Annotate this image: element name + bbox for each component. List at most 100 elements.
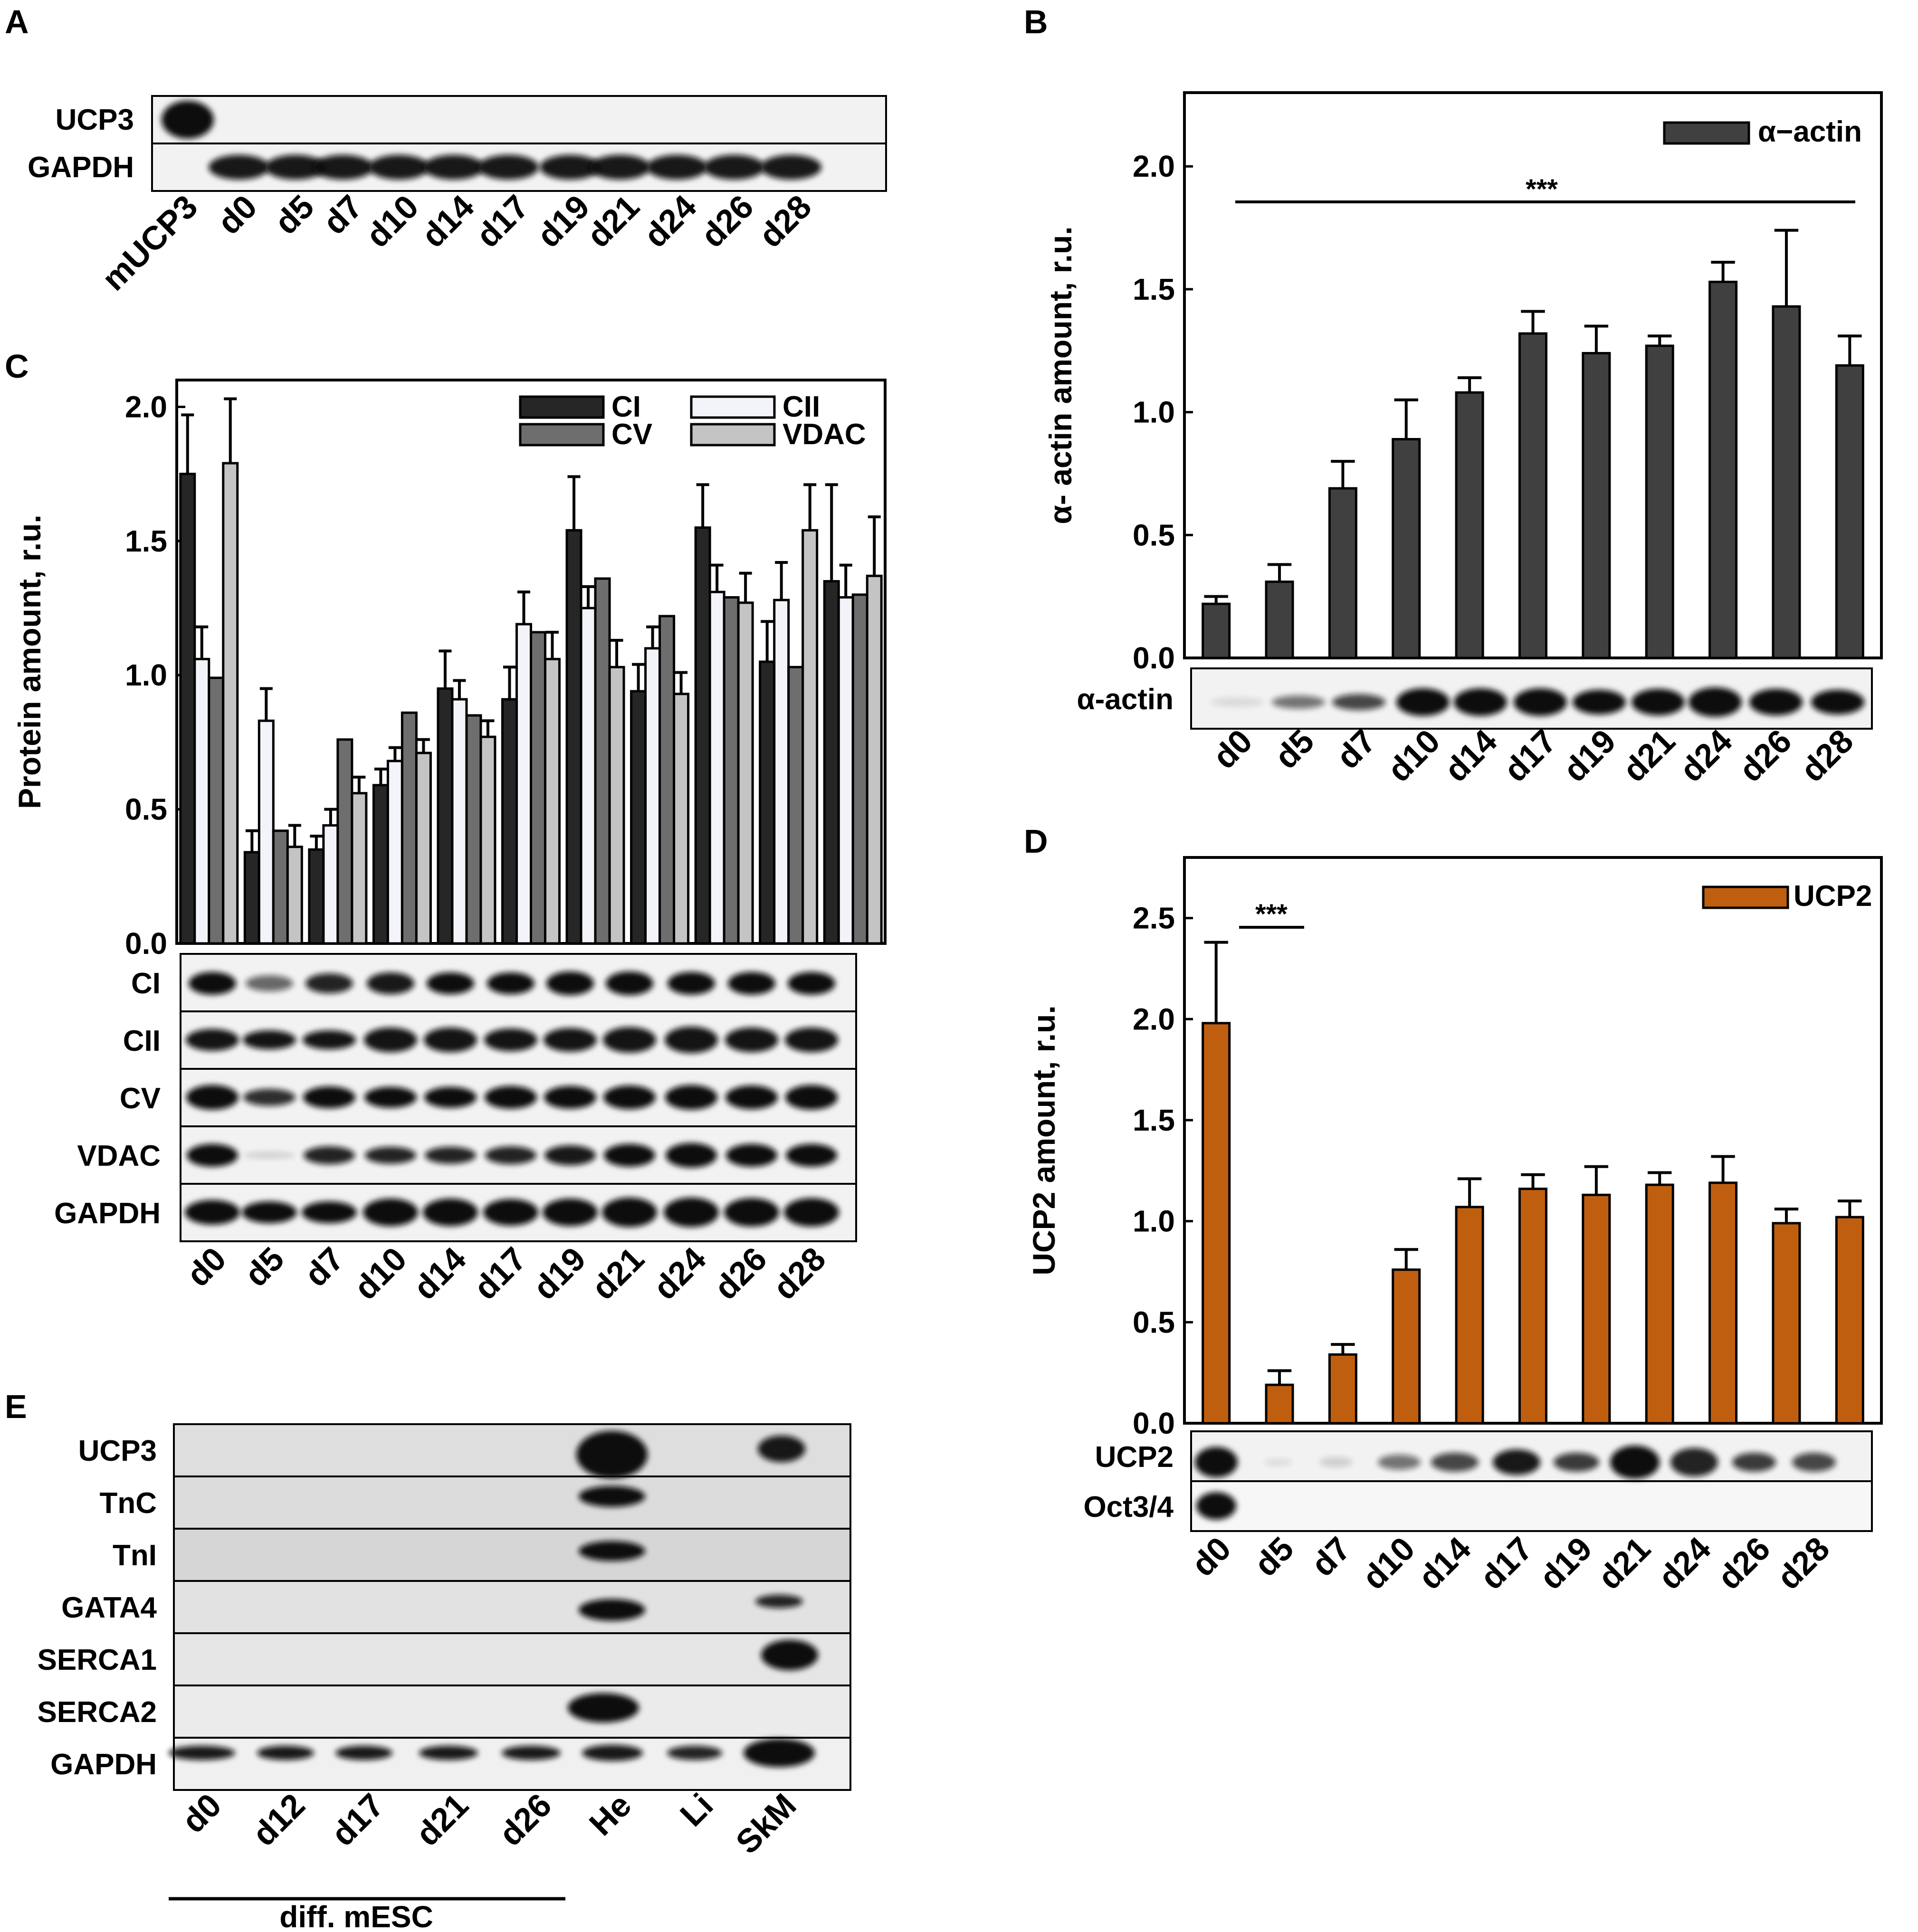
bar-cii-d28 — [837, 596, 854, 945]
bar-cv-d14 — [465, 714, 482, 945]
blot-band-cv — [485, 1086, 537, 1109]
lane-label-c: d0 — [180, 1240, 233, 1294]
significance-stars: *** — [1255, 899, 1288, 930]
blot-label-tnc: TnC — [99, 1487, 157, 1520]
blot-label-gata4: GATA4 — [61, 1591, 157, 1624]
lane-label-b: d5 — [1268, 722, 1321, 776]
blot-band-ucp2 — [1732, 1453, 1776, 1472]
blot-band-alpha-actin — [1396, 688, 1450, 716]
blot-band-gapdh — [302, 1201, 357, 1223]
bar-vdac-d28 — [866, 574, 883, 945]
panel-c-blot-frame — [180, 953, 857, 1242]
blot-band-gapdh — [647, 155, 707, 180]
bar-vdac-d24 — [737, 601, 754, 945]
bar-α−actin-d28 — [1835, 364, 1864, 659]
y-tick-label: 1.5 — [1133, 272, 1175, 306]
panel-letter-e: E — [5, 1388, 27, 1425]
panel-letter-c: C — [5, 348, 29, 385]
blot-band-gapdh — [667, 1746, 722, 1760]
bar-cii-d0 — [193, 657, 210, 945]
blot-band-gapdh — [257, 1746, 314, 1760]
blot-band-oct34 — [1196, 1492, 1236, 1520]
blot-label-gapdh: GAPDH — [54, 1197, 161, 1230]
blot-band-gapdh — [540, 155, 601, 180]
legend-label-ci: CI — [611, 390, 641, 423]
blot-band-cii — [364, 1028, 417, 1052]
blot-band-gapdh — [602, 1198, 657, 1227]
blot-band-gapdh — [478, 155, 539, 180]
y-tick-label: 2.5 — [1133, 901, 1175, 935]
bar-ucp2-d26 — [1772, 1222, 1801, 1425]
bar-vdac-d10 — [415, 752, 432, 945]
y-axis-label: Protein amount, r.u. — [12, 514, 47, 809]
blot-band-ci — [668, 972, 715, 995]
blot-band-vdac — [544, 1145, 596, 1165]
blot-band-alpha-actin — [1454, 688, 1507, 716]
bar-ucp2-d5 — [1265, 1383, 1294, 1425]
bar-ucp2-d14 — [1455, 1206, 1484, 1425]
lane-label-a: d7 — [316, 188, 370, 241]
bar-vdac-d26 — [802, 529, 819, 945]
bar-α−actin-d0 — [1202, 602, 1231, 659]
bar-cv-d24 — [723, 596, 740, 945]
bar-ci-d5 — [243, 851, 260, 945]
lane-label-c: d17 — [467, 1240, 533, 1306]
legend-label-ucp2: UCP2 — [1794, 880, 1872, 913]
bar-ci-d14 — [437, 687, 454, 945]
blot-band-vdac — [786, 1144, 837, 1167]
panel-d-row-labels: UCP2 Oct3/4 — [1083, 1441, 1174, 1523]
blot-band-ucp3-skm — [758, 1436, 805, 1462]
blot-label-vdac: VDAC — [77, 1140, 161, 1172]
blot-band-cii — [484, 1028, 537, 1051]
blot-band-gapdh — [744, 1739, 815, 1767]
y-tick-label: 2.0 — [1133, 149, 1175, 183]
bar-cii-d10 — [386, 760, 403, 945]
bar-vdac-d19 — [608, 666, 625, 945]
blot-band-ucp2 — [1670, 1448, 1718, 1476]
blot-label-ucp3: UCP3 — [78, 1435, 157, 1467]
blot-band-gapdh — [209, 155, 269, 180]
blot-band-ucp2 — [1264, 1459, 1292, 1466]
blot-band-ci — [728, 972, 775, 995]
lane-label-c: d14 — [406, 1240, 473, 1306]
lane-label-d: d5 — [1247, 1530, 1301, 1583]
blot-band-ci — [788, 972, 835, 995]
lane-label-c: d28 — [766, 1240, 832, 1306]
lane-label-a: d5 — [267, 188, 321, 241]
blot-band-cv — [364, 1087, 417, 1108]
blot-band-vdac — [304, 1146, 355, 1164]
blot-label-alpha-actin: α-actin — [1077, 683, 1174, 716]
blot-band-gapdh — [483, 1199, 538, 1226]
blot-band-vdac — [666, 1143, 717, 1168]
lane-label-b: d21 — [1615, 722, 1682, 789]
bar-ucp2-d7 — [1328, 1353, 1357, 1425]
blot-band-gapdh — [502, 1746, 561, 1760]
bar-cv-d10 — [401, 711, 418, 945]
blot-band-ci — [367, 972, 414, 994]
blot-band-cv — [243, 1089, 296, 1106]
blot-band-ci — [487, 972, 534, 994]
lane-label-b: d17 — [1497, 722, 1563, 789]
y-tick-label: 2.0 — [1133, 1002, 1175, 1036]
blot-band-ucp2 — [1493, 1449, 1540, 1475]
western-blot-bands — [162, 101, 1864, 1767]
lane-label-a: d24 — [637, 188, 703, 254]
lane-label-a: d28 — [752, 188, 818, 254]
bar-ci-d21 — [630, 690, 647, 945]
blot-band-cv — [424, 1087, 477, 1108]
lane-label-b: d14 — [1437, 722, 1504, 789]
blot-label-gapdh: GAPDH — [28, 151, 134, 184]
blot-label-gapdh: GAPDH — [50, 1748, 157, 1781]
bar-ci-d26 — [759, 660, 776, 945]
bar-cii-d7 — [322, 824, 339, 945]
lane-label-a: d17 — [469, 188, 535, 254]
lane-label-b: d19 — [1556, 722, 1622, 789]
lane-label-d: d26 — [1710, 1530, 1777, 1596]
blot-band-vdac — [604, 1144, 655, 1167]
bar-α−actin-d5 — [1265, 581, 1294, 659]
blot-band-cii — [424, 1028, 477, 1052]
blot-band-alpha-actin — [1211, 697, 1264, 707]
blot-band-cii — [785, 1028, 838, 1052]
lane-label-c: d7 — [297, 1240, 351, 1294]
bar-vdac-d14 — [479, 735, 496, 945]
